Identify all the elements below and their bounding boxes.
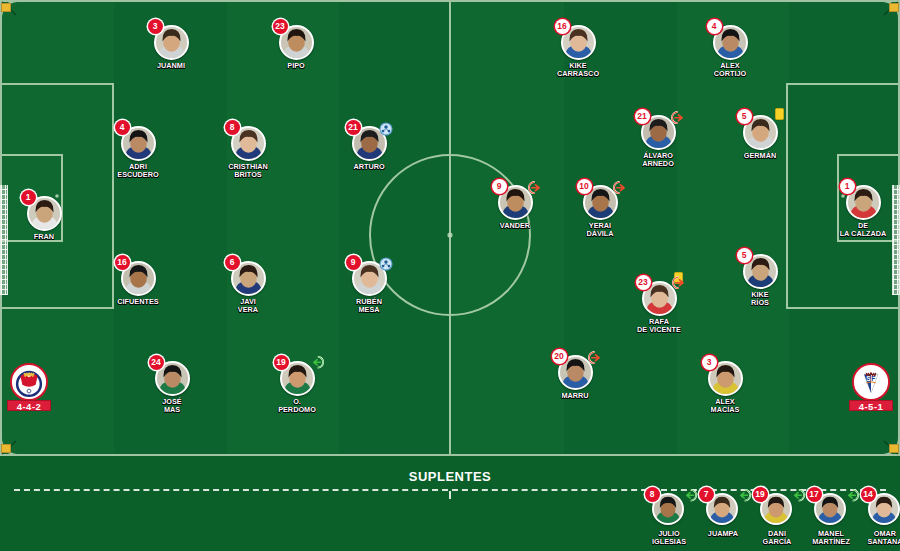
- svg-text:F: F: [871, 375, 875, 382]
